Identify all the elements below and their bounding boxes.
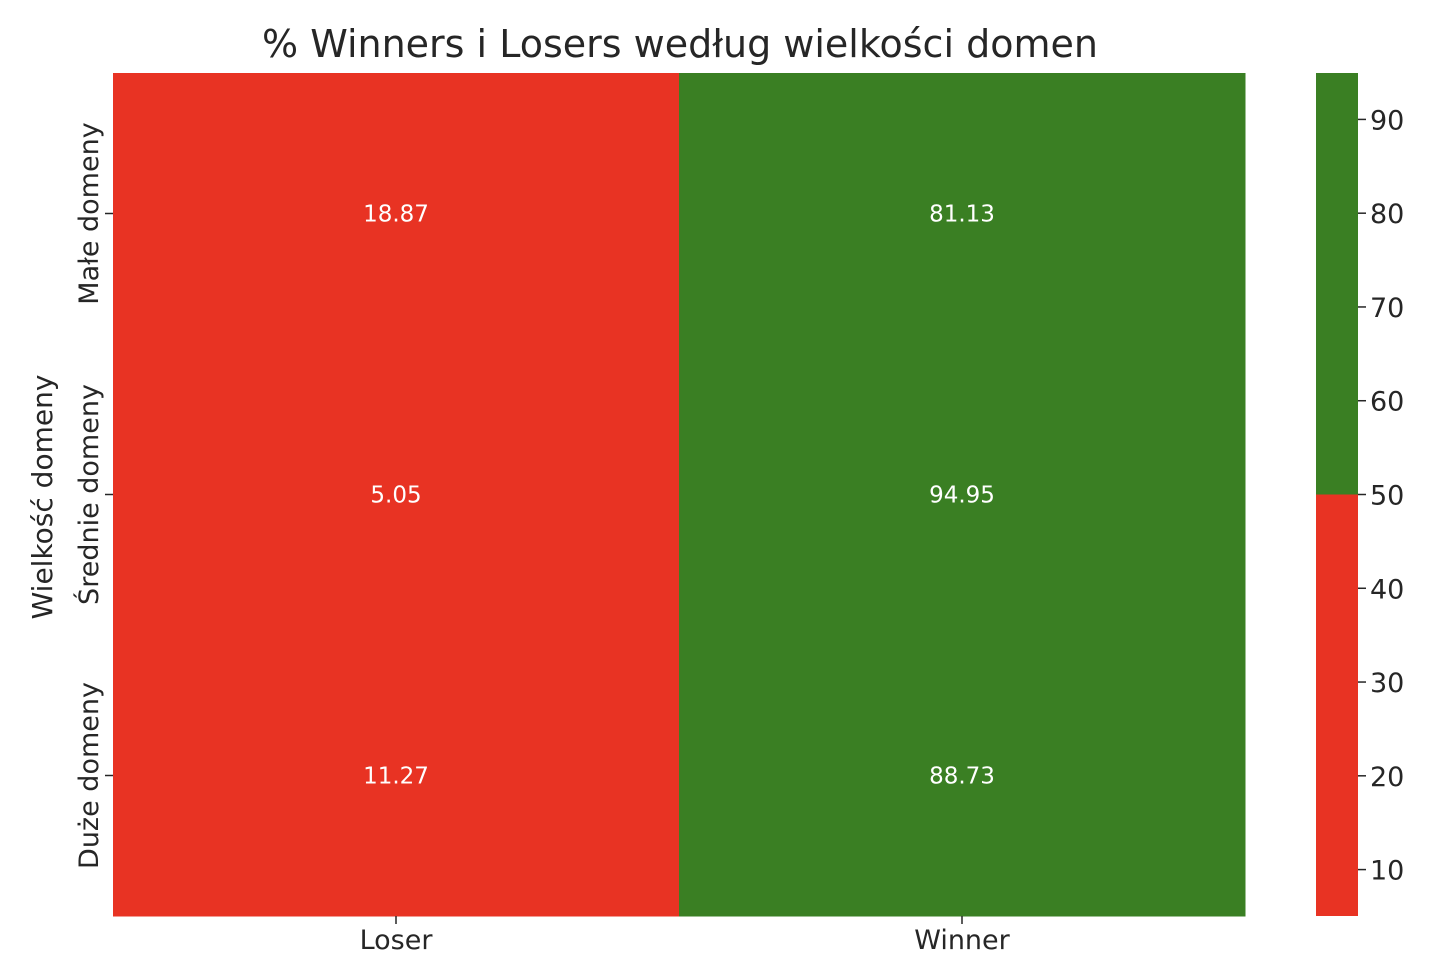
cell-value-label: 88.73 [929,764,995,790]
cell-value-label: 5.05 [370,483,421,509]
heatmap-cell-labels: 18.87 81.13 5.05 94.95 11.27 88.73 [363,202,995,790]
y-axis: Małe domeny Średnie domeny Duże domeny [73,122,113,869]
heatmap-cell [113,73,680,355]
x-tick-label: Loser [360,925,434,956]
y-tick-label: Średnie domeny [73,384,105,605]
y-tick-label: Duże domeny [74,682,105,869]
colorbar-tick-label: 20 [1370,762,1404,793]
x-tick-label: Winner [914,925,1010,956]
cell-value-label: 18.87 [363,202,429,228]
cell-value-label: 81.13 [929,202,995,228]
colorbar-tick-label: 60 [1370,387,1404,418]
y-tick-label: Małe domeny [74,122,105,304]
heatmap-cells [113,73,1246,917]
colorbar-tick-label: 90 [1370,105,1404,136]
cell-value-label: 94.95 [929,483,995,509]
heatmap-cell [679,73,1246,355]
colorbar-tick-label: 80 [1370,199,1404,230]
colorbar-low-segment [1316,494,1358,916]
colorbar-high-segment [1316,73,1358,495]
colorbar-tick-label: 50 [1370,481,1404,512]
colorbar-tick-label: 70 [1370,293,1404,324]
y-axis-label: Wielkość domeny [26,375,59,620]
cell-value-label: 11.27 [363,764,429,790]
heatmap-cell [113,635,680,917]
heatmap-cell [679,354,1246,636]
colorbar-tick-label: 30 [1370,668,1404,699]
heatmap-cell [679,635,1246,917]
x-axis: Loser Winner [360,916,1011,956]
heatmap-cell [113,354,680,636]
colorbar-tick-label: 10 [1370,856,1404,887]
colorbar: 10 20 30 40 50 60 70 80 90 [1316,73,1404,916]
colorbar-tick-label: 40 [1370,574,1404,605]
chart-title: % Winners i Losers według wielkości dome… [262,22,1098,66]
